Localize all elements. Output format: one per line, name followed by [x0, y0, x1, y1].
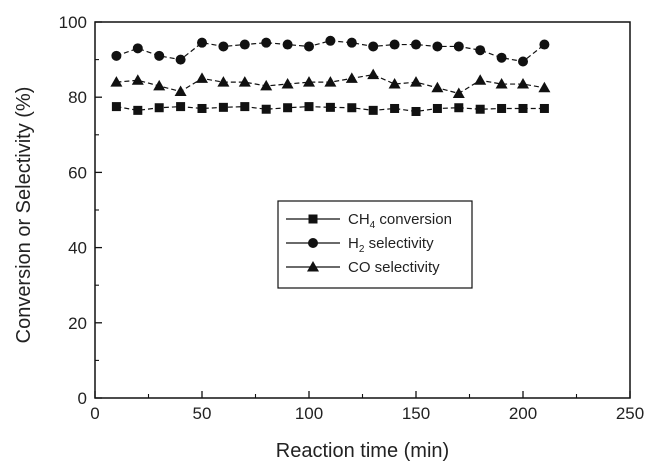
x-tick-label: 0 [90, 404, 99, 423]
data-point [111, 50, 122, 61]
data-point [238, 76, 251, 87]
data-point [389, 39, 400, 50]
data-point [452, 87, 465, 98]
data-point [131, 74, 144, 85]
series-square [111, 102, 549, 116]
data-point [475, 45, 486, 56]
data-point [218, 41, 229, 52]
x-tick-label: 150 [402, 404, 430, 423]
data-point [283, 103, 293, 113]
x-tick-label: 200 [509, 404, 537, 423]
series-triangle [110, 68, 551, 98]
data-point [410, 76, 422, 87]
x-tick-label: 50 [193, 404, 212, 423]
legend-marker [307, 261, 319, 272]
legend-item: H2 selectivity [286, 235, 434, 255]
data-point [281, 78, 294, 89]
data-point [539, 39, 550, 50]
data-point [411, 106, 421, 116]
data-point [495, 78, 508, 89]
data-point [217, 76, 230, 87]
y-tick-label: 80 [68, 88, 87, 107]
x-axis-title: Reaction time (min) [276, 440, 449, 462]
data-point [325, 102, 335, 112]
y-tick-label: 40 [68, 239, 87, 258]
series-layer [110, 35, 551, 116]
data-point [347, 103, 357, 113]
data-point [368, 41, 379, 52]
data-point [304, 41, 314, 52]
data-point [388, 78, 401, 89]
data-point [539, 103, 549, 113]
data-point [197, 103, 207, 113]
y-tick-label: 0 [78, 389, 87, 408]
data-point [197, 37, 207, 48]
ticks-layer: 0 50 100 150 200 250 0 20 40 60 80 100 [59, 13, 645, 423]
y-axis-title: Conversion or Selectivity (%) [13, 87, 35, 344]
data-point [324, 76, 337, 87]
data-point [303, 76, 315, 87]
data-point [518, 56, 528, 67]
data-point [325, 35, 336, 46]
data-point [261, 37, 272, 48]
data-point [517, 78, 529, 89]
data-point [240, 102, 250, 112]
data-point [239, 39, 250, 50]
y-tick-label: 100 [59, 13, 87, 32]
data-point [282, 39, 293, 50]
data-point [304, 102, 314, 112]
data-point [261, 104, 271, 114]
series-circle [111, 35, 550, 67]
data-point [474, 74, 487, 85]
data-point [176, 102, 186, 112]
data-point [345, 72, 358, 83]
data-point [497, 103, 507, 113]
data-point [367, 68, 380, 80]
data-point [346, 37, 357, 48]
data-point [154, 103, 164, 113]
data-point [432, 41, 443, 52]
data-point [111, 102, 121, 112]
data-point [431, 81, 444, 93]
legend-label: CO selectivity [348, 259, 440, 276]
data-point [475, 104, 485, 114]
data-point [132, 43, 143, 54]
data-point [154, 50, 165, 61]
legend: CH4 conversion H2 selectivity CO selectivi… [277, 200, 473, 289]
data-point [174, 85, 187, 97]
data-point [432, 103, 442, 113]
data-point [518, 103, 528, 113]
legend-marker [308, 238, 318, 248]
legend-item: CO selectivity [286, 259, 440, 276]
data-point [454, 103, 464, 113]
data-point [496, 52, 507, 63]
x-tick-label: 100 [295, 404, 323, 423]
data-point [260, 79, 273, 91]
legend-item: CH4 conversion [286, 211, 452, 231]
data-point [538, 81, 551, 93]
legend-label: H2 selectivity [348, 235, 434, 255]
data-point [453, 41, 464, 52]
legend-marker [308, 214, 318, 224]
data-point [368, 105, 378, 115]
data-point [153, 79, 166, 91]
data-point [110, 76, 123, 87]
legend-label: CH4 conversion [348, 211, 452, 231]
data-point [175, 54, 186, 65]
data-point [218, 102, 228, 112]
data-point [196, 72, 208, 83]
data-point [411, 39, 421, 50]
data-point [133, 105, 143, 115]
y-tick-label: 20 [68, 314, 87, 333]
x-tick-label: 250 [616, 404, 644, 423]
y-tick-label: 60 [68, 163, 87, 182]
plot-frame [94, 21, 631, 399]
data-point [390, 103, 400, 113]
